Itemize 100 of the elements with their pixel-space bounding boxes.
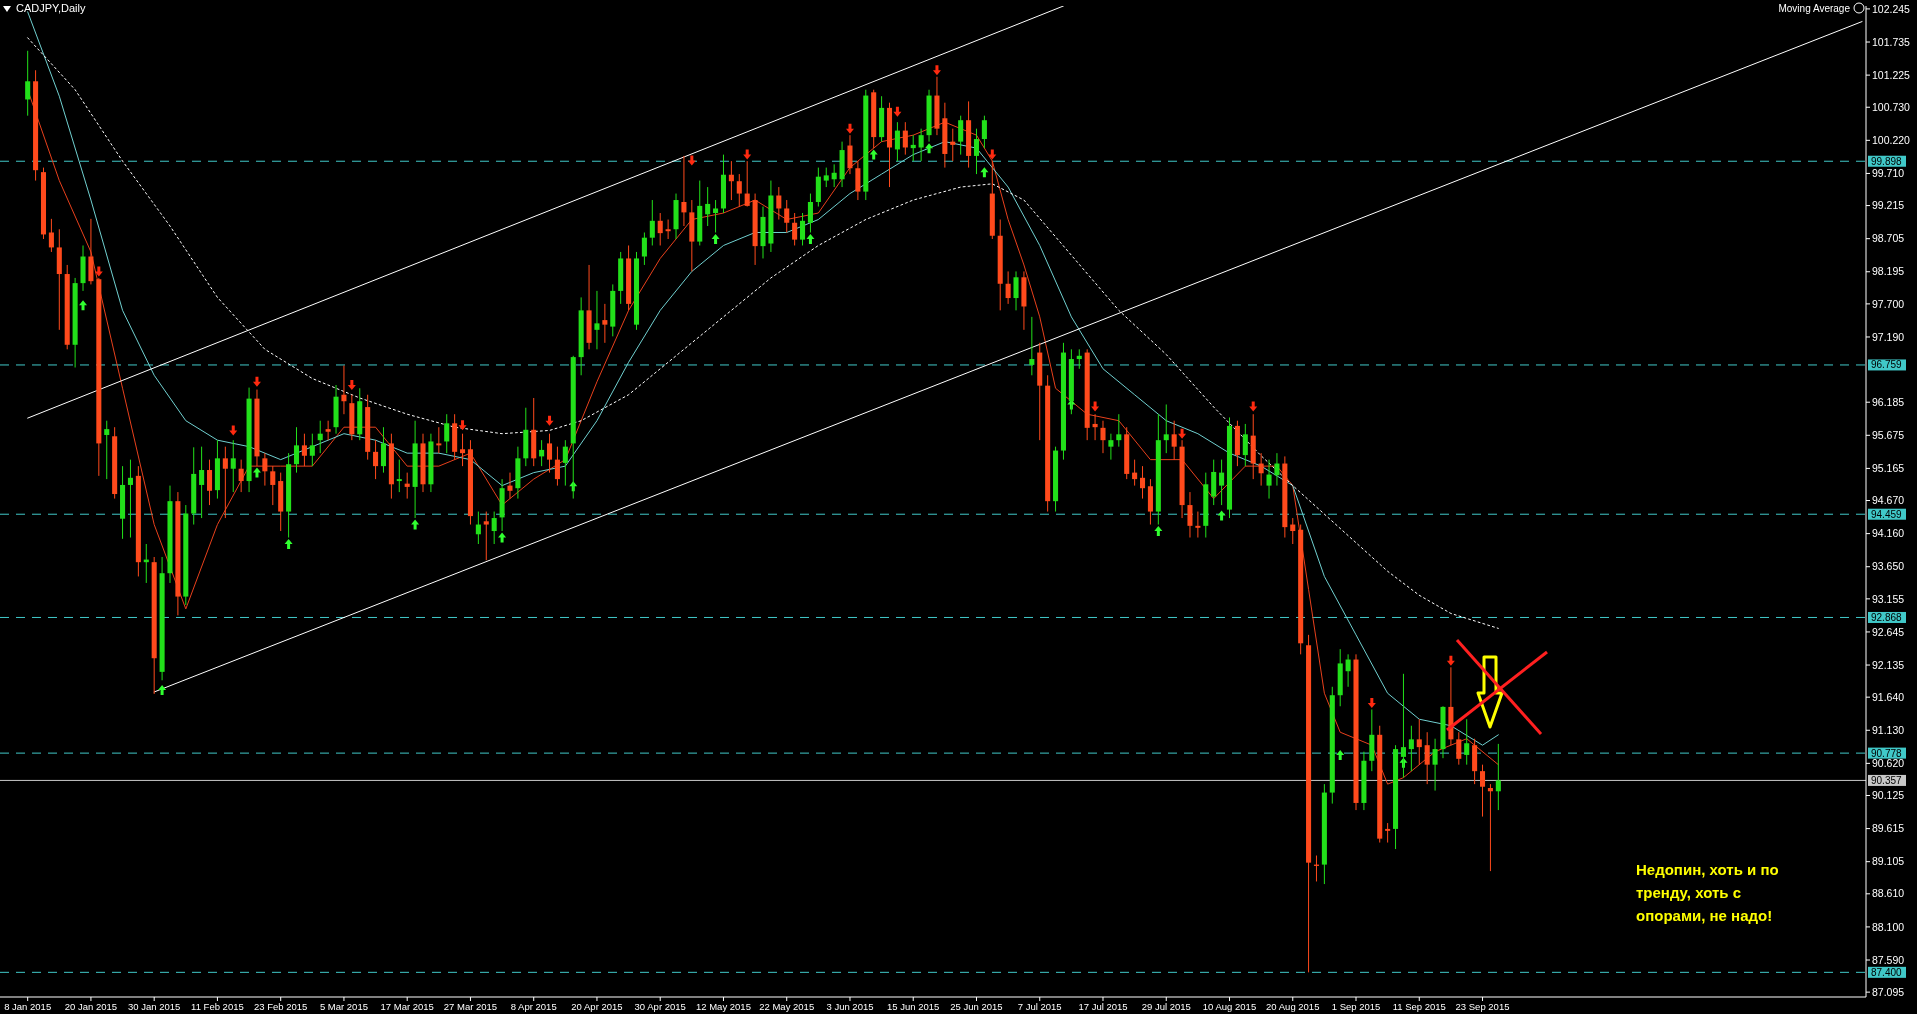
candlestick (657, 212, 663, 246)
candlestick (1258, 452, 1264, 487)
candlestick (681, 155, 687, 227)
x-tick-label: 25 Jun 2015 (950, 1001, 1003, 1012)
candlestick (1029, 316, 1035, 376)
ref-line-label: 92.868 (1871, 611, 1903, 623)
point (94, 266, 103, 277)
point (932, 65, 941, 76)
candlestick (301, 433, 307, 467)
candlestick (404, 472, 410, 500)
candlestick (1163, 403, 1169, 454)
candlestick (1290, 517, 1296, 545)
y-tick-label: 87.590 (1872, 953, 1905, 966)
y-tick-label: 101.735 (1872, 35, 1911, 48)
point (893, 106, 902, 117)
point (743, 149, 752, 160)
candlestick (1092, 413, 1098, 441)
x-tick-label: 29 Jul 2015 (1141, 1001, 1191, 1012)
candlestick (238, 459, 244, 493)
candlestick (823, 167, 829, 188)
candlestick (1116, 413, 1122, 448)
point (845, 123, 854, 134)
candlestick (1140, 465, 1146, 500)
y-tick-label: 99.710 (1872, 167, 1905, 180)
y-tick-label: 88.610 (1872, 887, 1905, 900)
candlestick (546, 433, 553, 474)
candlestick (554, 446, 560, 487)
point (158, 685, 167, 696)
y-tick-label: 93.155 (1872, 592, 1905, 605)
point (411, 519, 420, 530)
candlestick (807, 193, 813, 233)
candlestick (1076, 348, 1082, 370)
candlestick (104, 420, 110, 480)
candlestick (784, 199, 790, 233)
candlestick (562, 439, 568, 487)
y-tick-label: 101.225 (1872, 68, 1911, 81)
candlestick (776, 186, 782, 221)
candlestick (902, 121, 908, 156)
candlestick (222, 446, 228, 519)
x-tick-label: 5 Mar 2015 (319, 1001, 368, 1012)
point (925, 143, 934, 154)
point (1178, 428, 1187, 439)
candlestick (1266, 459, 1272, 500)
point (980, 167, 989, 178)
chart-title: CADJPY,Daily (16, 2, 86, 14)
candlestick (705, 186, 711, 227)
candlestick (1274, 452, 1280, 487)
candlestick (602, 303, 608, 344)
x-tick-label: 30 Apr 2015 (634, 1001, 686, 1012)
candlestick (855, 160, 861, 201)
candlestick (910, 134, 916, 162)
y-tick-label: 94.670 (1872, 494, 1905, 507)
point (284, 539, 293, 550)
candlestick (594, 290, 600, 350)
candlestick (649, 199, 655, 246)
annotation: Moving Average (1778, 3, 1851, 14)
x-tick-label: 27 Mar 2015 (443, 1001, 498, 1012)
candlestick (436, 426, 442, 454)
candlestick (380, 426, 387, 474)
point (988, 149, 997, 160)
x-tick-label: 12 May 2015 (696, 1001, 751, 1012)
candlestick (1132, 459, 1138, 487)
candlestick (1242, 423, 1248, 467)
point (229, 425, 238, 436)
candlestick (309, 433, 315, 467)
candlestick (973, 128, 980, 175)
x-tick-label: 20 Aug 2015 (1266, 1001, 1320, 1012)
point (1249, 401, 1258, 412)
x-tick-label: 7 Jul 2015 (1017, 1001, 1062, 1012)
point (1336, 749, 1345, 760)
candlestick (665, 219, 671, 240)
point (1154, 526, 1163, 537)
y-tick-label: 100.220 (1872, 134, 1911, 147)
point (1367, 698, 1376, 709)
point (252, 376, 261, 387)
x-tick-label: 3 Jun 2015 (826, 1001, 874, 1012)
candlestick (1195, 511, 1201, 539)
candlestick (373, 439, 379, 480)
candlestick (491, 511, 497, 545)
y-tick-label: 91.640 (1872, 690, 1905, 703)
x-tick-label: 10 Aug 2015 (1202, 1001, 1257, 1012)
x-tick-label: 8 Jan 2015 (4, 1001, 52, 1012)
y-tick-label: 96.185 (1872, 395, 1905, 408)
candlestick (744, 160, 750, 208)
x-tick-label: 20 Apr 2015 (571, 1001, 623, 1012)
candlestick (958, 115, 964, 156)
ref-line-label: 90.778 (1871, 747, 1903, 759)
point (1446, 655, 1455, 666)
candlestick (444, 413, 450, 454)
ref-line-label: 90.357 (1871, 774, 1903, 786)
candlestick (736, 173, 742, 208)
y-tick-label: 92.645 (1872, 625, 1905, 638)
y-tick-label: 102.245 (1872, 2, 1911, 15)
candlestick (475, 511, 481, 545)
point (806, 233, 815, 244)
candlestick (1100, 420, 1106, 454)
point (79, 300, 88, 311)
y-tick-label: 98.705 (1872, 232, 1905, 245)
candlestick (641, 232, 647, 266)
candlestick (1416, 718, 1422, 766)
